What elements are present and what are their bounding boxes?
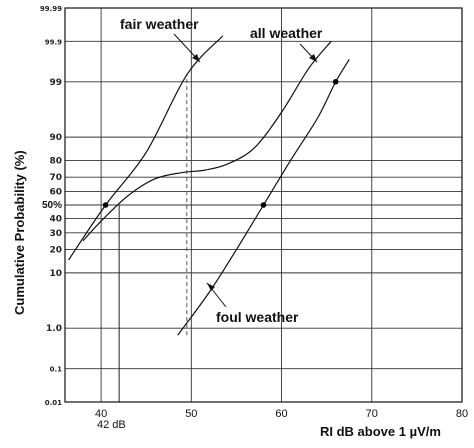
y-tick-label: 99.99: [40, 5, 62, 13]
x-tick-label: 40: [95, 408, 107, 420]
foul-weather-label: foul weather: [216, 309, 299, 325]
x-tick-label: 60: [275, 408, 287, 420]
x-tick-label: 50: [185, 408, 197, 420]
y-tick-label: 40: [49, 214, 62, 224]
fair-weather-label: fair weather: [120, 16, 199, 32]
y-tick-label: 60: [49, 188, 62, 198]
x-tick-labels: 40 50 60 70 80: [95, 408, 468, 420]
y-axis-label: Cumulative Probability (%): [12, 150, 27, 315]
y-tick-label: 20: [49, 246, 62, 256]
chart-grid: [65, 7, 463, 403]
y-tick-label: 90: [49, 133, 62, 143]
all-weather-line: [82, 40, 332, 242]
y-tick-label: 1.0: [46, 324, 62, 334]
foul-weather-line: [177, 59, 350, 336]
data-point-marker: [332, 78, 339, 85]
y-tick-labels: 0.01 0.1 1.0 10 20 30 40 50% 60 70 80 90 99 99.9 99.99: [40, 5, 62, 407]
plot-frame: [64, 7, 463, 403]
series-lines: [68, 35, 350, 336]
y-tick-label: 99: [49, 78, 62, 88]
fair-weather-arrowhead: [192, 54, 200, 62]
all-weather-arrowhead: [309, 54, 317, 62]
reference-lines: [118, 74, 188, 402]
y-tick-label: 0.01: [45, 399, 62, 407]
y-tick-label: 99.9: [45, 38, 62, 46]
all-weather-label: all weather: [250, 25, 323, 41]
fair-weather-line: [68, 35, 224, 261]
y-tick-label: 80: [49, 156, 62, 166]
y-tick-label: 0.1: [50, 366, 63, 374]
x-axis-label: RI dB above 1 µV/m: [320, 424, 441, 439]
foul-weather-arrowhead: [207, 283, 215, 291]
annotation-42db: 42 dB: [97, 419, 126, 431]
x-tick-label: 70: [366, 408, 378, 420]
y-tick-label: 70: [49, 173, 62, 183]
y-tick-label: 30: [49, 229, 62, 239]
data-markers: [102, 78, 339, 208]
data-point-marker: [102, 202, 109, 208]
data-point-marker: [260, 202, 267, 208]
y-tick-label: 10: [49, 269, 62, 279]
x-tick-label: 80: [456, 408, 468, 420]
y-tick-label: 50%: [42, 200, 62, 211]
